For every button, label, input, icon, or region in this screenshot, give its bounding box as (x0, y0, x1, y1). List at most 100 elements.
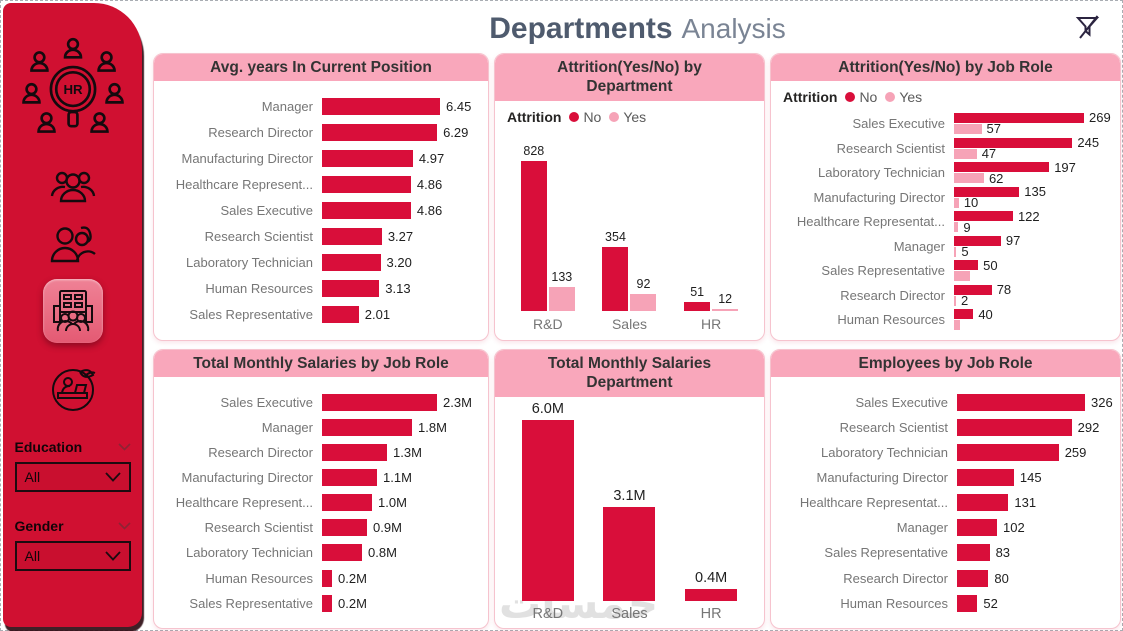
chart-legend: Attrition No Yes (495, 101, 764, 125)
bar[interactable] (957, 594, 978, 612)
bar[interactable] (957, 418, 1072, 436)
bar-row: 122 (954, 209, 1040, 224)
bar-row: 2 (954, 293, 1011, 308)
people-pair-icon[interactable] (48, 225, 98, 265)
page-title: Departments Analysis (151, 9, 1123, 46)
bar-no[interactable] (954, 235, 1001, 246)
bar-row: 269 (954, 110, 1111, 125)
category-label: Manufacturing Director (813, 189, 946, 205)
bar-group: 97 5 (954, 233, 1020, 259)
bar-no[interactable] (954, 260, 979, 271)
data-label: 51 (690, 284, 705, 299)
bar[interactable] (957, 544, 990, 562)
bar[interactable] (322, 254, 381, 272)
bar[interactable] (322, 569, 332, 587)
departments-icon[interactable] (42, 279, 103, 343)
data-label: 0.9M (373, 520, 402, 536)
bar-no[interactable] (954, 284, 992, 295)
bar-group: 245 47 (954, 135, 1099, 161)
bar[interactable] (322, 393, 437, 411)
bar[interactable] (322, 443, 387, 461)
bar-no[interactable] (954, 309, 974, 320)
education-dropdown[interactable]: All (14, 462, 131, 492)
bar[interactable] (322, 202, 411, 220)
bar-no[interactable] (954, 211, 1013, 222)
bar-yes[interactable] (712, 308, 739, 311)
bar[interactable] (957, 494, 1009, 512)
bar-total[interactable] (685, 588, 738, 601)
bar[interactable] (322, 124, 438, 142)
bar[interactable] (322, 494, 372, 512)
bar-yes[interactable] (954, 148, 977, 159)
bar-total[interactable] (521, 419, 574, 601)
data-label: 135 (1024, 184, 1046, 200)
bar[interactable] (322, 176, 411, 194)
chart-title-salaries-job-role: Total Monthly Salaries by Job Role (154, 350, 488, 378)
bar-yes[interactable] (548, 286, 575, 311)
bar-column: 133 (548, 270, 575, 311)
bar[interactable] (957, 569, 989, 587)
legend-item-no[interactable]: No (845, 89, 877, 105)
bar-no[interactable] (954, 137, 1073, 148)
bar[interactable] (322, 594, 332, 612)
bar-yes[interactable] (954, 123, 982, 134)
data-label: 6.0M (531, 400, 564, 417)
bar[interactable] (322, 519, 367, 537)
card-attrition-department: Attrition(Yes/No) by Department Attritio… (494, 53, 765, 341)
chart-row: Laboratory Technician 3.20 (154, 254, 484, 272)
bar-no[interactable] (602, 246, 629, 311)
category-label: Manufacturing Director (181, 470, 314, 485)
bar[interactable] (322, 305, 359, 323)
bar[interactable] (322, 418, 412, 436)
chart-row: Sales Representative 0.2M (154, 594, 484, 612)
data-label: 0.4M (695, 569, 728, 586)
bar[interactable] (322, 469, 377, 486)
category-label: Laboratory Technician (186, 255, 313, 271)
legend-item-yes[interactable]: Yes (885, 89, 922, 105)
gender-dropdown-value: All (24, 548, 41, 564)
bar[interactable] (322, 98, 440, 116)
bar[interactable] (957, 393, 1085, 411)
clear-filters-icon[interactable] (1075, 13, 1102, 46)
bar[interactable] (957, 519, 998, 537)
data-label: 354 (605, 229, 626, 244)
group-icon[interactable] (50, 169, 96, 203)
training-icon[interactable] (49, 365, 97, 413)
bar-yes[interactable] (954, 246, 957, 257)
bar-yes[interactable] (630, 294, 657, 311)
legend-item-yes[interactable]: Yes (609, 109, 646, 125)
bar-yes[interactable] (954, 271, 970, 282)
bar[interactable] (322, 150, 413, 168)
bar-yes[interactable] (954, 222, 959, 233)
category-label: Healthcare Represent... (175, 177, 313, 193)
bar[interactable] (957, 443, 1059, 461)
bar-yes[interactable] (954, 197, 959, 208)
bar[interactable] (322, 280, 380, 297)
chart-title-attrition-department: Attrition(Yes/No) by Department (495, 54, 764, 101)
category-label: Laboratory Technician (186, 545, 313, 561)
bar-no[interactable] (684, 301, 711, 311)
bar-no[interactable] (954, 162, 1050, 173)
gender-slicer: Gender All (14, 518, 131, 571)
bar-total[interactable] (603, 507, 656, 601)
gender-dropdown[interactable]: All (14, 541, 131, 571)
bar-no[interactable] (520, 161, 547, 311)
collapse-chevron-icon[interactable] (117, 522, 131, 530)
bar[interactable] (322, 228, 382, 246)
chart-row: Research Director 1.3M (154, 443, 484, 461)
bar-yes[interactable] (954, 295, 956, 306)
bar[interactable] (957, 469, 1014, 486)
chart-row: Human Resources 3.13 (154, 280, 484, 297)
bar-no[interactable] (954, 186, 1020, 197)
chart-row: Healthcare Representat... 131 (771, 494, 1116, 512)
bar-no[interactable] (954, 112, 1084, 123)
bar-yes[interactable] (954, 173, 984, 184)
data-label: 292 (1077, 419, 1100, 435)
bar-yes[interactable] (954, 320, 960, 331)
data-label: 828 (523, 144, 545, 158)
vertical-plot: 828 133 R&D 354 92 Sales 51 12 HR (495, 125, 764, 340)
bar[interactable] (322, 544, 362, 562)
collapse-chevron-icon[interactable] (117, 443, 131, 451)
legend-item-no[interactable]: No (569, 109, 601, 125)
chart-area-attrition-job-role: Attrition No Yes Sales Executive 269 57 Resear… (771, 81, 1120, 340)
